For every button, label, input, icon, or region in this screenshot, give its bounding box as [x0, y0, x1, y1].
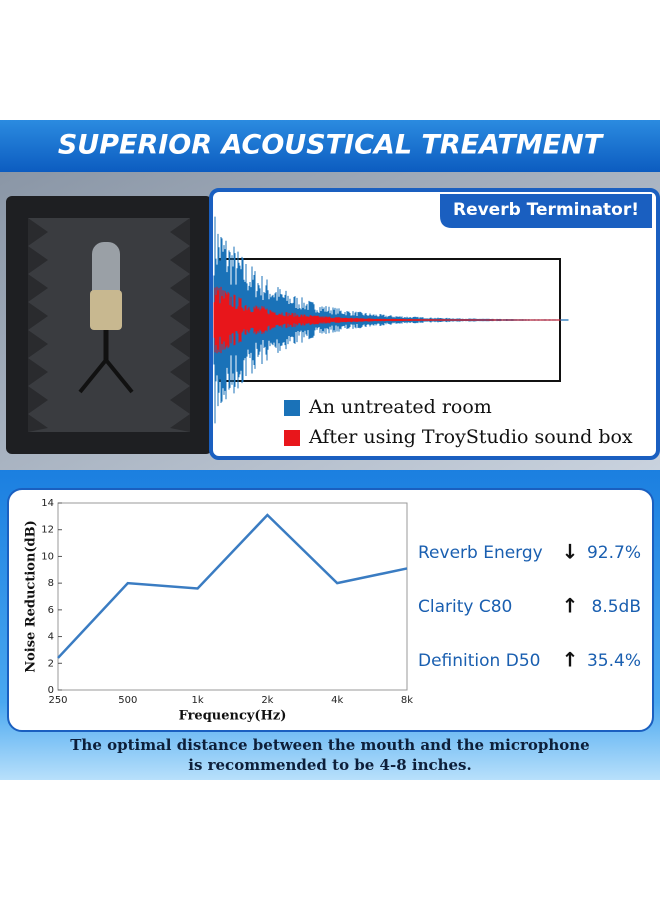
- badge: Reverb Terminator!: [453, 200, 639, 220]
- x-tick-label: 2k: [261, 695, 273, 706]
- waveform-panel: [209, 188, 660, 460]
- y-tick-label: 2: [48, 658, 54, 669]
- y-tick-label: 8: [48, 578, 54, 589]
- footer-line: is recommended to be 4-8 inches.: [188, 756, 471, 774]
- y-axis-label: Noise Reduction(dB): [24, 520, 39, 673]
- waveform: [213, 216, 569, 424]
- x-axis-label: Frequency(Hz): [179, 709, 287, 724]
- line-chart: 0 2 4 6 8 10 12 14 250 500 1k 2k 4k 8k Frequency(Hz) No…: [24, 498, 414, 724]
- x-tick-label: 4k: [331, 695, 343, 706]
- x-tick-label: 1k: [192, 695, 204, 706]
- plot-frame: [57, 502, 408, 691]
- footer-line: The optimal distance between the mouth a…: [70, 736, 589, 754]
- metric-value: 8.5dB: [592, 597, 642, 617]
- y-tick-label: 0: [48, 685, 54, 696]
- x-tick-label: 8k: [401, 695, 413, 706]
- header-band: [0, 120, 660, 172]
- legend-label: After using TroyStudio sound box: [308, 426, 633, 448]
- x-tick-label: 250: [48, 695, 67, 706]
- y-tick-label: 14: [41, 498, 54, 509]
- y-tick-label: 10: [41, 551, 54, 562]
- chart-panel: [7, 488, 654, 732]
- data-line: [57, 513, 408, 659]
- metric-value: 35.4%: [587, 651, 641, 671]
- y-tick-label: 6: [48, 605, 54, 616]
- legend-swatch: [284, 430, 300, 446]
- metric-arrow: ↑: [562, 594, 579, 618]
- metric-arrow: ↓: [562, 540, 579, 564]
- metric-arrow: ↑: [562, 648, 579, 672]
- waveform-legend: An untreated room After using TroyStudio …: [284, 396, 633, 448]
- metric-label: Reverb Energy: [418, 543, 543, 563]
- x-tick-label: 500: [118, 695, 137, 706]
- badge-bg: [440, 194, 652, 228]
- metric-label: Clarity C80: [418, 597, 512, 617]
- metric-label: Definition D50: [418, 651, 540, 671]
- y-tick-label: 12: [41, 525, 54, 536]
- footer: The optimal distance between the mouth a…: [70, 736, 589, 774]
- title: SUPERIOR ACOUSTICAL TREATMENT: [58, 130, 605, 161]
- y-tick-label: 4: [48, 632, 54, 643]
- wave-trace: [213, 286, 561, 354]
- legend-swatch: [284, 400, 300, 416]
- sound-box: [6, 196, 212, 454]
- metric-value: 92.7%: [587, 543, 641, 563]
- metrics: Reverb Energy ↓ 92.7% Clarity C80 ↑ 8.5dB Defi…: [418, 540, 641, 672]
- legend-label: An untreated room: [308, 396, 492, 418]
